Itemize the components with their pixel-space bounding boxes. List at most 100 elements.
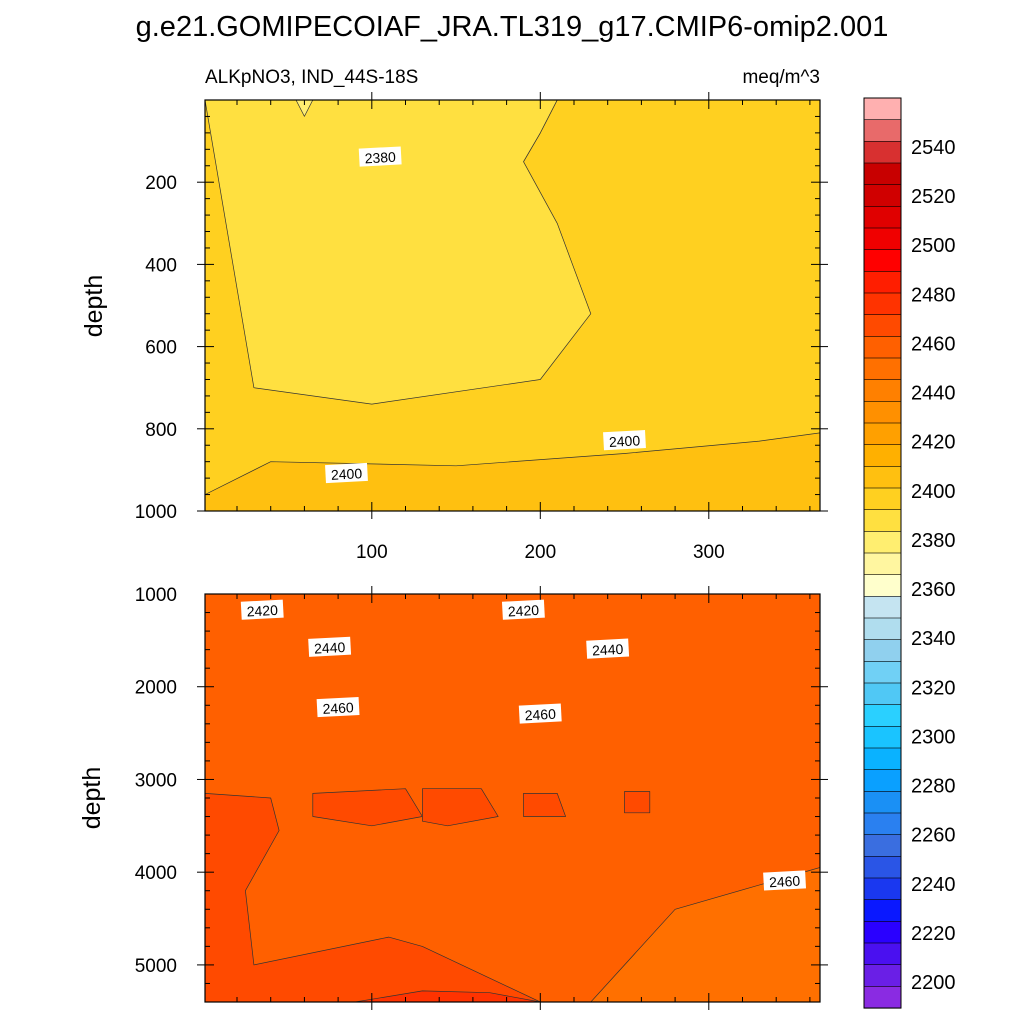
contour-fill-2480	[354, 990, 541, 1002]
svg-text:2460: 2460	[769, 873, 801, 891]
colorbar-swatch	[863, 271, 902, 294]
colorbar-swatch	[863, 877, 902, 901]
svg-text:2440: 2440	[592, 641, 624, 659]
top-plot-panel: 100 200 300 200 400 600 800 1000 2380 2400 2400	[135, 92, 828, 563]
colorbar-swatch	[863, 726, 902, 749]
colorbar-swatch	[863, 596, 902, 619]
svg-text:2420: 2420	[507, 602, 539, 620]
colorbar-label: 2220	[911, 923, 956, 945]
colorbar-label: 2260	[911, 825, 956, 847]
colorbar-swatch	[863, 357, 902, 381]
svg-text:2440: 2440	[314, 639, 346, 657]
colorbar-label: 2200	[911, 972, 956, 994]
colorbar-swatch	[863, 531, 902, 554]
svg-text:2400: 2400	[331, 465, 363, 483]
colorbar-swatch	[863, 899, 902, 922]
colorbar-swatch	[863, 184, 902, 207]
contour-label: 2440	[586, 638, 630, 659]
contour-fill-2450	[590, 867, 820, 1002]
contour-label: 2400	[603, 430, 646, 451]
x-tick-label: 100	[356, 542, 388, 563]
colorbar-label: 2380	[911, 530, 956, 552]
contour-fill-2470	[312, 788, 423, 827]
contour-label: 2460	[316, 696, 360, 718]
svg-text:2460: 2460	[524, 706, 556, 724]
colorbar-swatch	[863, 704, 902, 727]
colorbar-label: 2360	[911, 579, 956, 601]
bottom-ylabel: depth	[78, 767, 106, 830]
colorbar-swatch	[863, 617, 902, 641]
colorbar-swatch	[863, 552, 902, 576]
contour-fill-2370	[295, 100, 314, 117]
colorbar-swatch	[863, 747, 902, 771]
colorbar-label: 2300	[911, 726, 956, 748]
colorbar-swatch	[863, 791, 902, 814]
contour-label: 2460	[518, 703, 562, 724]
contour-fill-2470	[205, 793, 575, 1002]
colorbar-swatch	[863, 162, 902, 186]
contour-fill-2385	[205, 100, 592, 405]
bottom-plot-panel: 1000 2000 3000 4000 5000 2420 2420 2440 2440 2460…	[135, 585, 828, 1010]
colorbar-swatch	[863, 964, 902, 987]
colorbar-label: 2520	[911, 186, 956, 208]
contour-label: 2420	[501, 599, 545, 620]
colorbar-swatch	[863, 97, 902, 121]
colorbar-swatch	[863, 812, 902, 836]
colorbar-swatch	[863, 314, 902, 337]
colorbar-swatch	[863, 769, 902, 792]
colorbar-label: 2440	[911, 383, 956, 405]
main-title: g.e21.GOMIPECOIAF_JRA.TL319_g17.CMIP6-om…	[136, 11, 889, 43]
y-tick-label: 1000	[135, 585, 177, 606]
colorbar-swatch	[863, 942, 902, 966]
colorbar-swatch	[863, 487, 902, 511]
x-tick-label: 300	[693, 542, 725, 563]
colorbar-swatch	[863, 249, 902, 272]
colorbar-swatch	[863, 401, 902, 424]
svg-text:2420: 2420	[246, 602, 278, 620]
colorbar-swatch	[863, 682, 902, 706]
colorbar-swatch	[863, 856, 902, 879]
colorbar-swatch	[863, 444, 902, 467]
colorbar-label: 2340	[911, 628, 956, 650]
colorbar-swatch	[863, 379, 902, 402]
top-panel-units-label: meq/m^3	[742, 67, 820, 88]
contour-fill-2470	[523, 793, 566, 817]
contour-fill-2470	[624, 791, 651, 814]
colorbar: 2200 2220 2240 2260 2280 2300 2320 2340 2360 2380…	[863, 97, 956, 1009]
y-tick-label: 3000	[135, 770, 177, 791]
colorbar-swatch	[863, 661, 902, 684]
y-tick-label: 200	[145, 173, 177, 194]
contour-label: 2400	[325, 462, 368, 484]
contour-label: 2440	[308, 636, 352, 657]
colorbar-swatch	[863, 574, 902, 597]
contour-label: 2420	[240, 599, 284, 620]
colorbar-swatch	[863, 834, 902, 857]
colorbar-swatch	[863, 119, 902, 142]
colorbar-swatch	[863, 639, 902, 662]
colorbar-swatch	[863, 206, 902, 229]
colorbar-swatch	[863, 509, 902, 532]
colorbar-swatch	[863, 466, 902, 489]
colorbar-label: 2480	[911, 284, 956, 306]
svg-text:2400: 2400	[609, 432, 641, 450]
plot-frame	[204, 99, 821, 512]
svg-text:2460: 2460	[322, 699, 354, 717]
top-panel-left-label: ALKpNO3, IND_44S-18S	[205, 67, 418, 88]
y-tick-label: 2000	[135, 678, 177, 699]
colorbar-swatch	[863, 227, 902, 251]
y-tick-label: 4000	[135, 863, 177, 884]
top-ylabel: depth	[80, 275, 108, 338]
colorbar-label: 2420	[911, 432, 956, 454]
contour-label: 2460	[763, 870, 807, 891]
svg-text:2380: 2380	[364, 149, 396, 167]
y-tick-label: 1000	[135, 502, 177, 523]
contour-label: 2380	[358, 146, 402, 167]
colorbar-label: 2280	[911, 776, 956, 798]
colorbar-swatch	[863, 336, 902, 359]
x-tick-label: 200	[524, 542, 556, 563]
colorbar-swatch	[863, 921, 902, 944]
colorbar-swatch	[863, 292, 902, 316]
colorbar-swatch	[863, 986, 902, 1009]
contour-fill-2400	[205, 432, 820, 511]
